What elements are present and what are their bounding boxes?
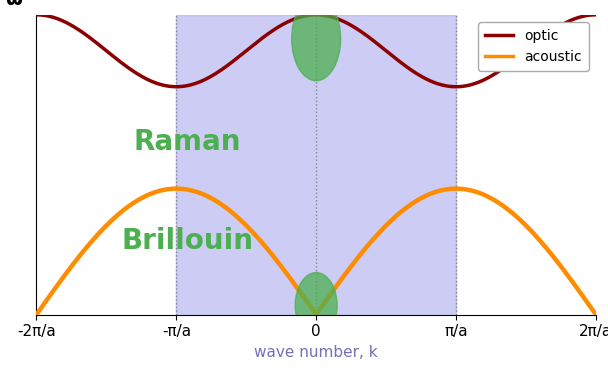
- Bar: [176, 15, 456, 314]
- Text: Brillouin: Brillouin: [122, 226, 254, 255]
- Text: Raman: Raman: [134, 128, 241, 156]
- X-axis label: wave number, k: wave number, k: [254, 345, 378, 360]
- Legend: optic, acoustic: optic, acoustic: [478, 22, 589, 71]
- Text: ω: ω: [5, 0, 22, 9]
- Ellipse shape: [292, 0, 340, 81]
- Ellipse shape: [295, 273, 337, 339]
